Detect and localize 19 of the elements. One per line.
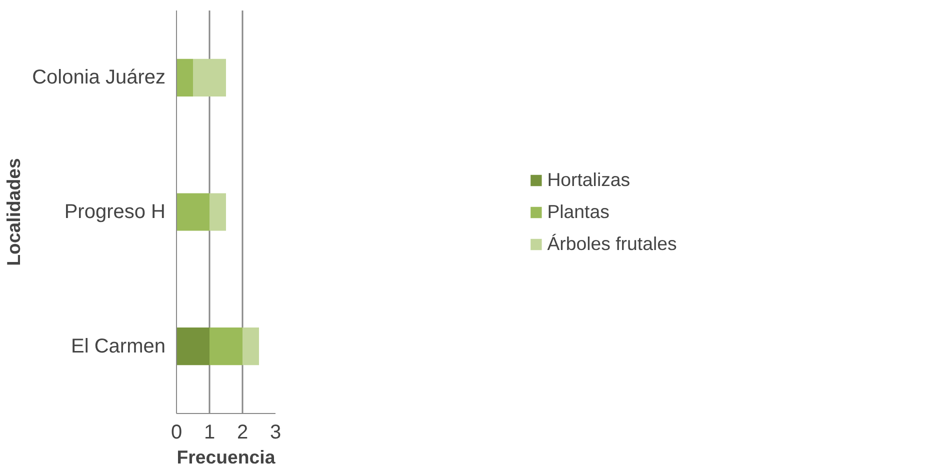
x-axis-title: Frecuencia: [176, 446, 276, 468]
bar: [210, 193, 226, 231]
legend-label: Árboles frutales: [547, 232, 677, 254]
bar: [176, 193, 210, 231]
y-tick-label: El Carmen: [71, 335, 166, 358]
x-tick-label: 3: [270, 422, 282, 444]
y-tick-label: Progreso H: [64, 201, 166, 223]
bar: [193, 58, 226, 96]
legend-label: Hortalizas: [547, 168, 630, 190]
bar: [176, 328, 210, 366]
x-tick-label: 1: [204, 422, 216, 444]
y-axis-title: Localidades: [3, 158, 24, 266]
legend-label: Plantas: [547, 200, 610, 222]
x-tick-label: 2: [236, 422, 248, 444]
bar: [242, 328, 259, 366]
bar: [210, 328, 242, 366]
bar: [176, 58, 193, 96]
y-tick-label: Colonia Juárez: [32, 66, 166, 89]
x-tick-label: 0: [170, 422, 182, 444]
